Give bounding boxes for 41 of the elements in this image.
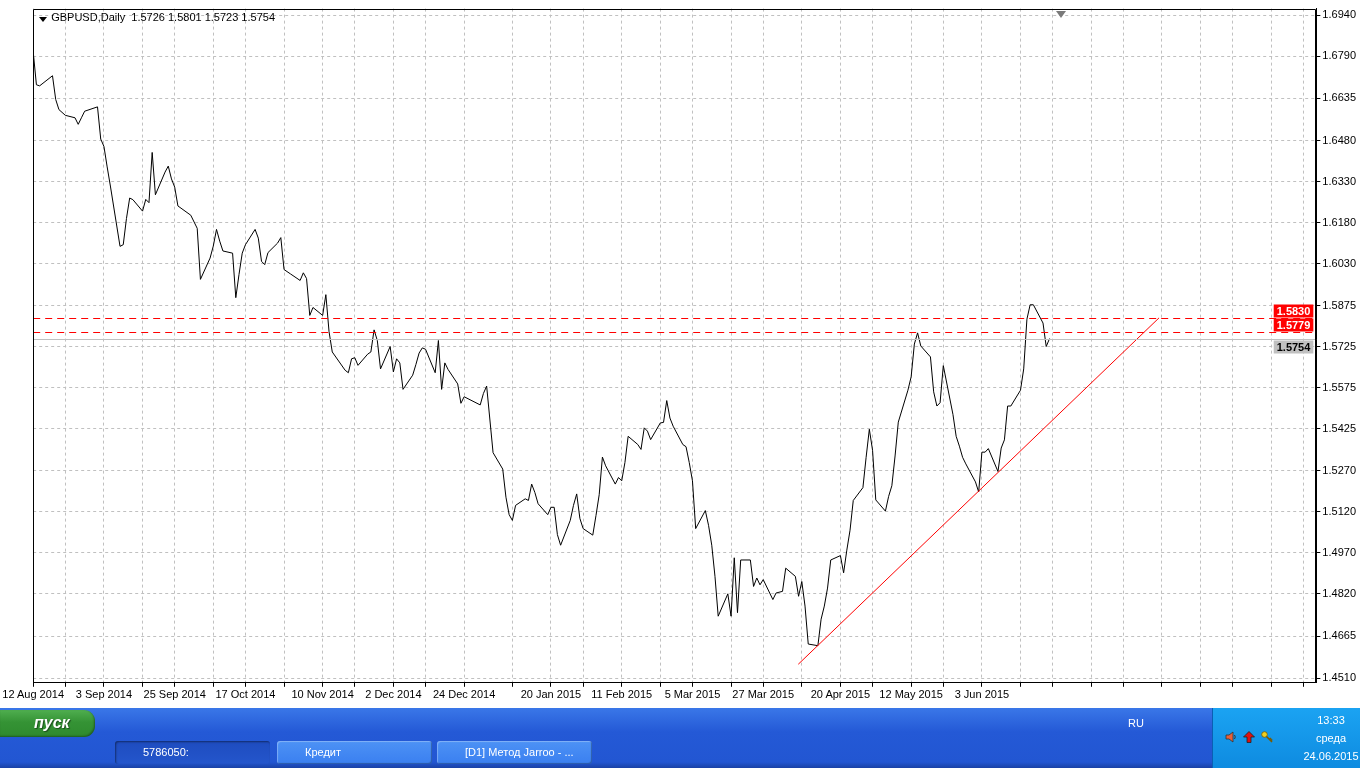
x-tick-label: 20 Jan 2015 [520, 688, 582, 701]
y-tick-label: 1.4665 [1322, 629, 1357, 642]
y-tick-label: 1.6480 [1322, 133, 1357, 146]
taskbar: 13:33 среда 24.06.2015 пуск 5786050: Кредит [D1] Метод Jarroo - ... RU [0, 708, 1360, 768]
ref-line-label: 1.5754 [1276, 340, 1312, 353]
y-tick-label: 1.4820 [1322, 586, 1357, 599]
x-tick-label: 5 Mar 2015 [664, 688, 721, 701]
ref-line-label: 1.5779 [1276, 318, 1311, 331]
y-tick-label: 1.5425 [1322, 421, 1357, 434]
x-tick-label: 3 Sep 2014 [75, 688, 133, 701]
tray-panel: 13:33 среда 24.06.2015 [1212, 708, 1360, 768]
y-tick-label: 1.6790 [1322, 49, 1357, 62]
x-tick-label: 12 Aug 2014 [2, 688, 65, 701]
x-tick-label: 20 Apr 2015 [810, 688, 871, 701]
x-tick-label: 2 Dec 2014 [365, 688, 422, 701]
x-tick-label: 25 Sep 2014 [143, 688, 206, 701]
y-tick-label: 1.6635 [1322, 91, 1357, 104]
y-tick-label: 1.6180 [1322, 215, 1357, 228]
x-tick-label: 27 Mar 2015 [732, 688, 795, 701]
y-tick-label: 1.4510 [1322, 671, 1357, 684]
x-tick-label: 24 Dec 2014 [432, 688, 496, 701]
ref-line-label: 1.5830 [1276, 304, 1311, 317]
x-tick-label: 3 Jun 2015 [954, 688, 1010, 701]
y-tick-label: 1.5270 [1322, 464, 1357, 477]
y-tick-label: 1.5575 [1322, 380, 1357, 393]
y-tick-label: 1.5120 [1322, 504, 1357, 517]
x-tick-label: 12 May 2015 [879, 688, 943, 701]
window-button: [D1] Метод Jarroo - ... [437, 741, 592, 764]
y-tick-label: 1.6030 [1322, 256, 1357, 269]
window-button: 5786050: [115, 741, 270, 764]
x-tick-label: 17 Oct 2014 [215, 688, 276, 701]
chart-title: GBPUSD,Daily 1.5726 1.5801 1.5723 1.5754 [51, 11, 276, 24]
y-tick-label: 1.5875 [1322, 298, 1357, 311]
y-tick-label: 1.4970 [1322, 545, 1357, 558]
window-button: Кредит [277, 741, 432, 764]
start-button: пуск [0, 710, 95, 737]
y-tick-label: 1.6330 [1322, 174, 1357, 187]
y-tick-label: 1.6940 [1322, 8, 1357, 21]
x-tick-label: 11 Feb 2015 [591, 688, 653, 701]
x-tick-label: 10 Nov 2014 [291, 688, 354, 701]
y-tick-label: 1.5725 [1322, 339, 1357, 352]
